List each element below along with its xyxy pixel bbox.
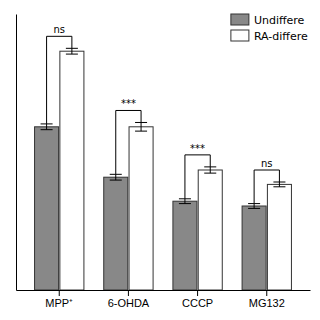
legend-item: RA-differe (231, 30, 308, 43)
error-bar-stem (46, 124, 47, 130)
error-bar-stem (115, 174, 116, 180)
error-bar-cap (273, 186, 285, 187)
bar (173, 201, 197, 290)
error-bar-cap (179, 203, 191, 204)
error-bar (204, 167, 216, 173)
y-axis-line (16, 15, 17, 291)
x-tick-label: MPP⁺ (45, 297, 73, 309)
bar (104, 177, 128, 290)
significance-label: ns (261, 158, 273, 169)
significance-bracket (254, 170, 279, 204)
significance-label: *** (121, 98, 136, 109)
error-bar-cap (110, 180, 122, 181)
legend: Undiffere RA-differe (231, 14, 308, 43)
error-bar-stem (141, 122, 142, 131)
chart: ns *** *** ns MPP⁺ 6-OHDA CCCP MG132 Undiffere RA… (0, 0, 320, 320)
legend-item: Undiffere (231, 14, 305, 27)
bar (60, 51, 84, 290)
error-bar (248, 204, 260, 209)
x-tick: 6-OHDA (108, 290, 150, 309)
x-axis: MPP⁺ 6-OHDA CCCP MG132 (17, 290, 311, 309)
error-bar (135, 122, 147, 131)
error-bar-cap (204, 173, 216, 174)
error-bar-cap (41, 129, 53, 130)
x-tick: MG132 (249, 290, 285, 309)
legend-label: RA-differe (254, 30, 308, 43)
error-bar-stem (279, 182, 280, 187)
legend-swatch (231, 30, 249, 41)
bar (242, 206, 266, 290)
plot: ns *** *** ns MPP⁺ 6-OHDA CCCP MG132 Undiffere RA… (17, 14, 311, 309)
series (60, 48, 292, 290)
x-tick-label: CCCP (182, 297, 213, 309)
bar (129, 127, 153, 290)
error-bar-stem (71, 48, 72, 54)
error-bar-cap (135, 131, 147, 132)
y-axis (16, 15, 17, 291)
error-bar-cap (66, 54, 78, 55)
significance-label: ns (53, 24, 65, 35)
error-bar-stem (210, 167, 211, 173)
significance-label: *** (190, 143, 205, 154)
bar (35, 127, 59, 290)
x-tick-label: 6-OHDA (108, 297, 150, 309)
x-tick-mark (197, 290, 198, 296)
marks (35, 48, 292, 290)
x-tick-mark (59, 290, 60, 296)
x-tick-mark (128, 290, 129, 296)
x-tick-mark (266, 290, 267, 296)
error-bar-stem (184, 199, 185, 204)
error-bar-cap (248, 208, 260, 209)
error-bar (41, 124, 53, 130)
error-bar (110, 174, 122, 180)
legend-label: Undiffere (254, 14, 305, 27)
x-tick-label: MG132 (249, 297, 285, 309)
significance-bracket (185, 155, 210, 199)
x-tick: CCCP (182, 290, 213, 309)
error-bar (66, 48, 78, 54)
bar (198, 170, 222, 290)
legend-swatch (231, 14, 249, 25)
significance-bracket (116, 110, 141, 174)
brackets: ns *** *** ns (47, 24, 280, 203)
error-bar (273, 182, 285, 187)
error-bar-stem (254, 204, 255, 209)
error-bar (179, 199, 191, 204)
x-tick: MPP⁺ (45, 290, 73, 309)
bar (267, 184, 291, 290)
significance-bracket (47, 36, 72, 124)
